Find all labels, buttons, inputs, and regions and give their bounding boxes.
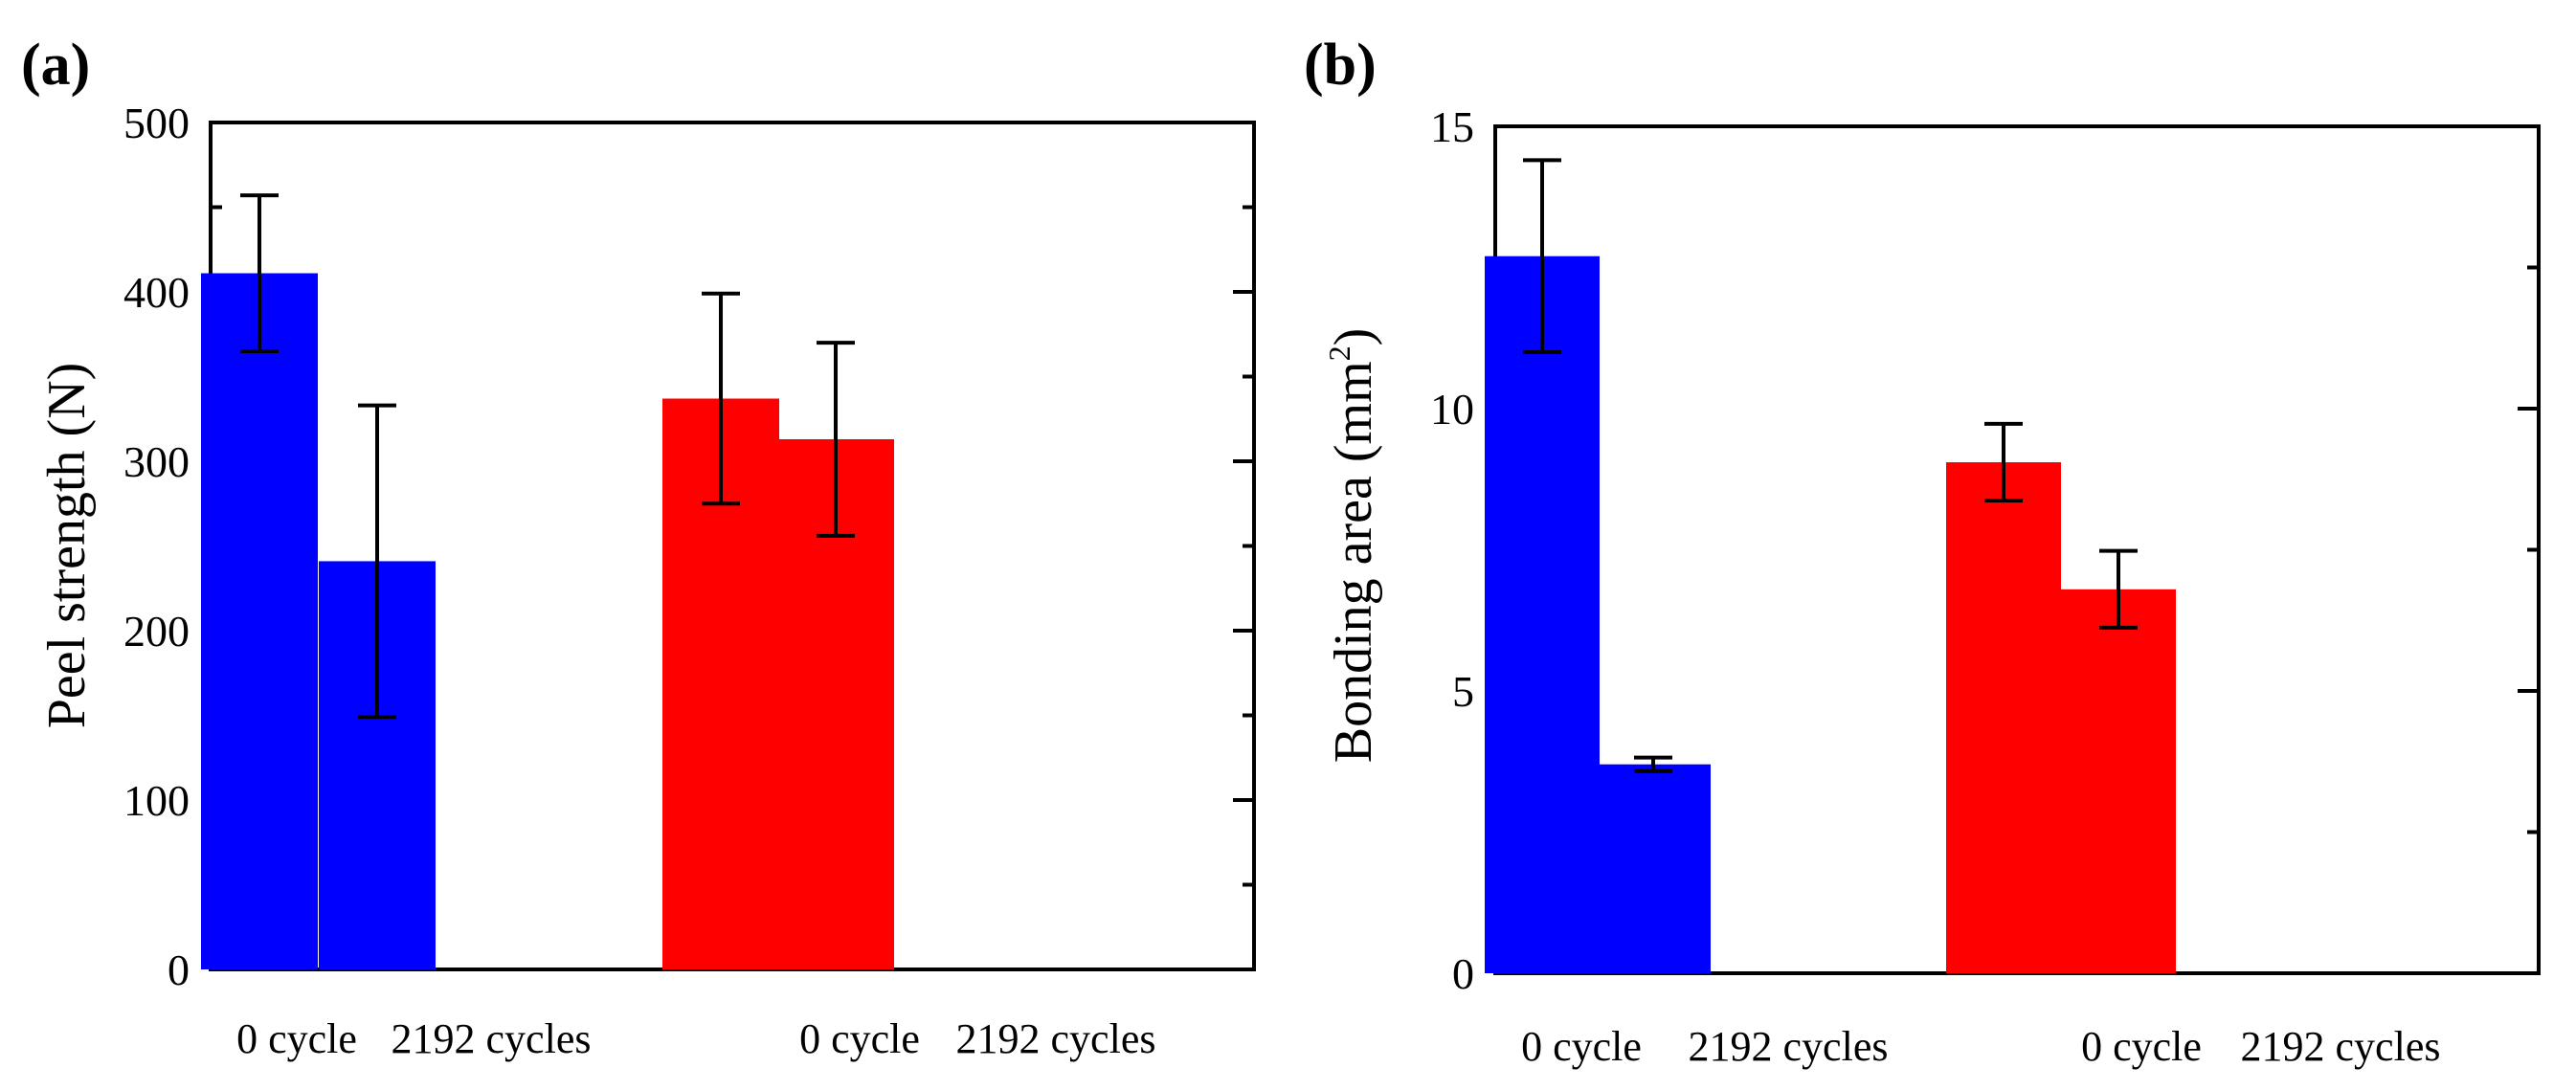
category-label-1: 0 cycle [236,1015,357,1062]
panel-b-chart: (b) 0 5 10 15 0 cycle 2192 cycles 0 cycle 2192… [1304,33,2541,1070]
bar-2 [1596,764,1711,973]
bar-3 [1946,462,2061,973]
y-tick-label: 5 [1452,667,1474,716]
y-tick-label: 15 [1430,102,1474,151]
panel-a-bars [201,273,894,969]
error-bar-2 [358,403,396,720]
panel-b-y-axis-title-end: ) [1324,328,1383,346]
y-tick-label: 10 [1430,385,1474,434]
panel-a-y-axis-title: Peel strength (N) [37,363,97,729]
y-tick-label: 500 [123,99,190,147]
error-bar-1 [240,193,279,353]
panel-b-label: (b) [1304,33,1377,98]
y-tick-label: 200 [123,607,190,656]
category-label-2: 2192 cycles [1689,1023,1889,1070]
panel-b-y-axis-title-main: Bonding area (mm [1324,361,1383,763]
panel-b-error-bars [1523,158,2138,773]
y-tick-label: 0 [1452,949,1474,998]
y-tick-label: 400 [123,268,190,317]
panel-a-label: (a) [21,33,90,98]
panel-b-y-tick-labels: 0 5 10 15 [1430,102,1474,998]
y-tick-label: 300 [123,437,190,486]
error-bar-4 [2099,548,2138,630]
error-bar-3 [702,291,740,506]
category-label-3: 0 cycle [799,1015,920,1062]
panel-b-y-axis-title-superscript: 2 [1322,345,1356,361]
panel-a-category-labels: 0 cycle 2192 cycles 0 cycle 2192 cycles [236,1015,1155,1062]
y-tick-label: 0 [168,945,190,994]
panel-a-y-tick-labels: 0 100 200 300 400 500 [123,99,190,994]
panel-b-category-labels: 0 cycle 2192 cycles 0 cycle 2192 cycles [1521,1023,2440,1070]
category-label-3: 0 cycle [2081,1023,2202,1070]
error-bar-4 [817,341,855,538]
panel-b-y-axis-title: Bonding area (mm2) [1322,328,1383,764]
error-bar-3 [1984,421,2023,503]
error-bar-1 [1523,158,1561,354]
y-tick-label: 100 [123,776,190,825]
bar-4 [2061,589,2176,973]
error-bar-2 [1634,755,1672,773]
panel-a-error-bars [240,193,855,720]
bar-1 [201,273,318,969]
category-label-1: 0 cycle [1521,1023,1642,1070]
category-label-2: 2192 cycles [392,1015,592,1062]
panel-b-bars [1485,256,2176,973]
category-label-4: 2192 cycles [956,1015,1156,1062]
bar-1 [1485,256,1600,973]
category-label-4: 2192 cycles [2241,1023,2441,1070]
